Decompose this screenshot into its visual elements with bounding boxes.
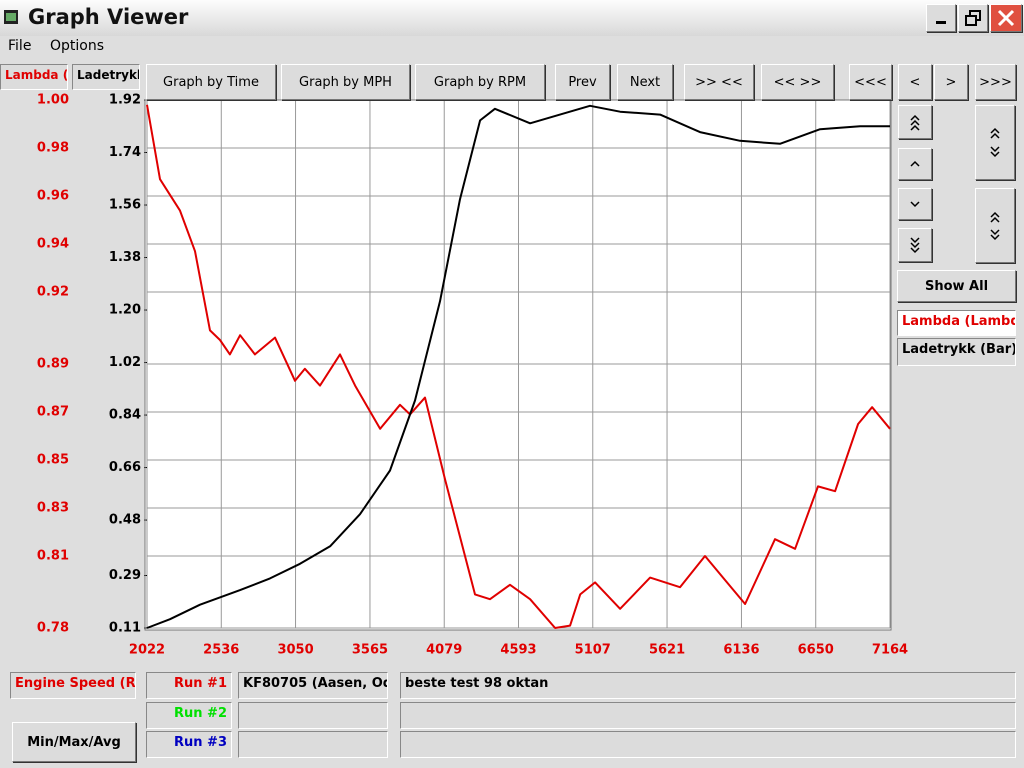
y-tick-label: 0.89	[37, 357, 69, 372]
title-bar: Graph Viewer	[0, 0, 1024, 36]
y-tick-label: 0.94	[37, 237, 69, 252]
x-tick-label: 3050	[277, 643, 313, 658]
y2-tick-label: 1.74	[109, 145, 141, 160]
zoom-in-button[interactable]	[975, 105, 1015, 180]
x-tick-label: 5621	[649, 643, 685, 658]
x-tick-label: 7164	[872, 643, 908, 658]
y-tick-label: 0.87	[37, 405, 69, 420]
show-all-button[interactable]: Show All	[897, 270, 1016, 302]
toolbar-button[interactable]: Graph by RPM	[415, 64, 545, 100]
plot-area	[145, 100, 891, 630]
y-tick-label: 1.00	[37, 93, 69, 108]
toolbar-button[interactable]: << >>	[761, 64, 834, 100]
legend-lambda[interactable]: Lambda (Lambda	[897, 310, 1016, 336]
scroll-down-button[interactable]	[898, 188, 932, 220]
scroll-top-button[interactable]	[898, 105, 932, 139]
toolbar-button[interactable]: Prev	[555, 64, 610, 100]
toolbar-button[interactable]: <<<	[849, 64, 892, 100]
series-line	[146, 104, 890, 629]
x-tick-label: 4079	[426, 643, 462, 658]
menu-options[interactable]: Options	[50, 38, 105, 54]
plot-border	[144, 99, 892, 631]
x-tick-label: 6650	[798, 643, 834, 658]
run-note[interactable]	[400, 702, 1016, 729]
y2-tick-label: 1.02	[109, 355, 141, 370]
menu-file[interactable]: File	[8, 38, 32, 54]
x-tick-label: 3565	[352, 643, 388, 658]
toolbar-button[interactable]: >	[934, 64, 968, 100]
y-tick-label: 0.98	[37, 141, 69, 156]
scroll-up-button[interactable]	[898, 148, 932, 180]
toolbar-button[interactable]: Next	[617, 64, 673, 100]
toolbar-button[interactable]: Graph by Time	[146, 64, 276, 100]
y2-tick-label: 1.56	[109, 198, 141, 213]
y-tick-label: 0.92	[37, 285, 69, 300]
y2-tick-label: 0.11	[109, 621, 141, 636]
tab-lambda[interactable]: Lambda (	[0, 64, 68, 90]
min-max-avg-button[interactable]: Min/Max/Avg	[12, 722, 136, 762]
run-file[interactable]	[238, 702, 388, 729]
x-tick-label: 2536	[203, 643, 239, 658]
y-tick-label: 0.83	[37, 501, 69, 516]
toolbar-button[interactable]: >>>	[975, 64, 1016, 100]
run-file[interactable]: KF80705 (Aasen, Odd	[238, 672, 388, 699]
y-tick-label: 0.85	[37, 453, 69, 468]
x-tick-label: 2022	[129, 643, 165, 658]
app-icon	[4, 10, 18, 24]
window-title: Graph Viewer	[28, 5, 189, 29]
minimize-button[interactable]	[926, 4, 956, 32]
y2-tick-label: 0.66	[109, 460, 141, 475]
x-tick-label: 6136	[723, 643, 759, 658]
y-tick-label: 0.81	[37, 549, 69, 564]
run-file[interactable]	[238, 731, 388, 758]
run-label: Run #2	[146, 702, 232, 729]
toolbar-button[interactable]: <	[898, 64, 932, 100]
run-label: Run #1	[146, 672, 232, 699]
run-note[interactable]: beste test 98 oktan	[400, 672, 1016, 699]
y2-tick-label: 0.29	[109, 568, 141, 583]
restore-button[interactable]	[958, 4, 988, 32]
series-line	[146, 104, 891, 629]
y2-tick-label: 0.48	[109, 513, 141, 528]
run-note[interactable]	[400, 731, 1016, 758]
y2-tick-label: 1.38	[109, 250, 141, 265]
legend-ladetrykk[interactable]: Ladetrykk (Bar)	[897, 338, 1016, 366]
zoom-out-button[interactable]	[975, 188, 1015, 263]
run-label: Run #3	[146, 731, 232, 758]
scroll-bottom-button[interactable]	[898, 228, 932, 262]
toolbar-button[interactable]: Graph by MPH	[281, 64, 410, 100]
y-tick-label: 0.78	[37, 621, 69, 636]
close-button[interactable]	[990, 4, 1022, 32]
x-tick-label: 4593	[500, 643, 536, 658]
y2-tick-label: 1.92	[109, 93, 141, 108]
y2-tick-label: 1.20	[109, 303, 141, 318]
x-tick-label: 5107	[575, 643, 611, 658]
y2-tick-label: 0.84	[109, 408, 141, 423]
y-tick-label: 0.96	[37, 189, 69, 204]
x-axis-selector[interactable]: Engine Speed (RI	[10, 672, 136, 699]
toolbar-button[interactable]: >> <<	[684, 64, 754, 100]
tab-ladetrykk[interactable]: Ladetrykk	[72, 64, 140, 90]
